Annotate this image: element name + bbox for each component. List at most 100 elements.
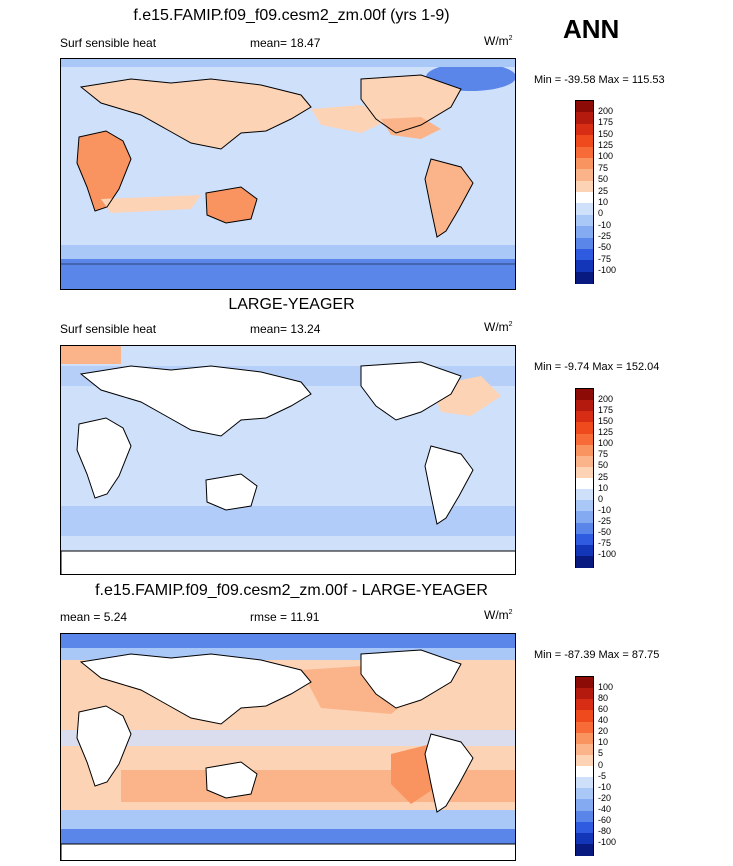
colorbar-label: -75 xyxy=(598,253,612,264)
arctic-band xyxy=(61,59,515,67)
southern-ocean-mid-band xyxy=(61,245,515,259)
colorbar-label: 25 xyxy=(598,185,609,196)
colorbar-swatch xyxy=(576,777,593,789)
africa-land xyxy=(76,705,132,787)
colorbar-label: 100 xyxy=(598,151,614,162)
colorbar-swatch xyxy=(576,699,593,711)
antarctica-land xyxy=(61,550,515,574)
colorbar-label: -80 xyxy=(598,826,612,837)
panel-3-map xyxy=(60,633,516,861)
colorbar-label: -60 xyxy=(598,815,612,826)
north-america-land xyxy=(360,649,462,709)
colorbar-swatch xyxy=(576,688,593,700)
colorbar-label: -100 xyxy=(598,265,617,276)
colorbar-label: 75 xyxy=(598,162,609,173)
colorbar-swatch xyxy=(576,500,593,512)
colorbar-swatch xyxy=(576,389,593,401)
eurasia-land xyxy=(79,365,312,437)
panel-3-minmax: Min = -87.39 Max = 87.75 xyxy=(534,649,660,661)
southern-ocean-mid xyxy=(61,810,515,829)
colorbar-swatch xyxy=(576,544,593,557)
southern-ocean-band xyxy=(61,259,515,289)
colorbar-swatch xyxy=(576,237,593,250)
colorbar-label: -25 xyxy=(598,516,612,526)
australia-land xyxy=(205,761,258,799)
colorbar-swatch xyxy=(576,433,593,446)
colorbar-label: 200 xyxy=(598,393,614,404)
panel-2-units: W/m2 xyxy=(484,320,513,334)
colorbar-label: 150 xyxy=(598,128,614,139)
colorbar-swatch xyxy=(576,799,593,811)
colorbar-label: 125 xyxy=(598,140,614,150)
panel-1-map-svg xyxy=(61,59,515,289)
colorbar-swatch xyxy=(576,226,593,238)
colorbar-swatch xyxy=(576,271,593,284)
colorbar-label: 10 xyxy=(598,482,609,493)
australia-land xyxy=(205,473,258,511)
south-america-land xyxy=(425,159,473,237)
colorbar-label: 40 xyxy=(598,715,609,725)
colorbar-swatch xyxy=(576,455,593,468)
colorbar-label: -25 xyxy=(598,231,612,241)
colorbar-label: 50 xyxy=(598,174,609,185)
colorbar-swatch xyxy=(576,260,593,273)
antarctica-land xyxy=(61,843,515,860)
colorbar-swatch xyxy=(576,203,593,216)
colorbar-label: 100 xyxy=(598,438,614,449)
panel-2-colorbar-swatches xyxy=(575,388,594,568)
colorbar-label: 10 xyxy=(598,737,609,748)
colorbar-label: 20 xyxy=(598,726,609,737)
colorbar-swatch xyxy=(576,511,593,523)
colorbar-swatch xyxy=(576,157,593,170)
panel-2-title: LARGE-YEAGER xyxy=(228,296,355,313)
colorbar-label: -5 xyxy=(598,770,607,781)
colorbar-swatch xyxy=(576,444,593,457)
colorbar-swatch xyxy=(576,411,593,423)
colorbar-swatch xyxy=(576,821,593,834)
colorbar-label: -50 xyxy=(598,527,612,538)
panel-3-map-svg xyxy=(61,634,515,860)
colorbar-label: 0 xyxy=(598,208,604,219)
south-america-land xyxy=(424,445,474,525)
colorbar-label: -50 xyxy=(598,242,612,253)
panel-1-units: W/m2 xyxy=(484,34,513,48)
colorbar-swatch xyxy=(576,112,593,125)
colorbar-label: 175 xyxy=(598,404,614,415)
colorbar-label: 50 xyxy=(598,460,609,471)
colorbar-swatch xyxy=(576,710,593,722)
colorbar-swatch xyxy=(576,466,593,479)
south-america-land xyxy=(424,733,474,813)
colorbar-swatch xyxy=(576,489,593,501)
panel-1-mean: mean= 18.47 xyxy=(250,36,321,50)
colorbar-swatch xyxy=(576,169,593,182)
indian-ocean-warm xyxy=(101,195,201,213)
panel-3-title: f.e15.FAMIP.f09_f09.cesm2_zm.00f - LARGE… xyxy=(95,582,488,599)
colorbar-label: 150 xyxy=(598,415,614,426)
colorbar-swatch xyxy=(576,766,593,778)
north-america-coastline xyxy=(360,74,462,134)
colorbar-label: -20 xyxy=(598,792,612,803)
colorbar-label: -75 xyxy=(598,538,612,549)
colorbar-swatch xyxy=(576,101,593,113)
colorbar-label: 5 xyxy=(598,748,604,759)
colorbar-swatch xyxy=(576,743,593,756)
panel-1-variable: Surf sensible heat xyxy=(60,36,157,50)
colorbar-swatch xyxy=(576,180,593,193)
season-label: ANN xyxy=(563,14,620,44)
north-america-land xyxy=(360,361,462,421)
colorbar-label: 0 xyxy=(598,759,604,770)
colorbar-swatch xyxy=(576,555,593,568)
colorbar-label: 0 xyxy=(598,493,604,504)
south-america-coastline xyxy=(424,158,474,238)
colorbar-swatch xyxy=(576,810,593,823)
colorbar-swatch xyxy=(576,135,593,147)
colorbar-label: -100 xyxy=(598,837,617,848)
colorbar-label: 60 xyxy=(598,703,609,714)
north-atlantic-cold xyxy=(426,63,515,91)
arctic-warm-patch xyxy=(61,346,121,364)
africa-land xyxy=(76,417,132,499)
colorbar-swatch xyxy=(576,422,593,434)
colorbar-swatch xyxy=(576,677,593,689)
colorbar-label: -10 xyxy=(598,504,612,515)
panel-2-mean: mean= 13.24 xyxy=(250,322,321,336)
